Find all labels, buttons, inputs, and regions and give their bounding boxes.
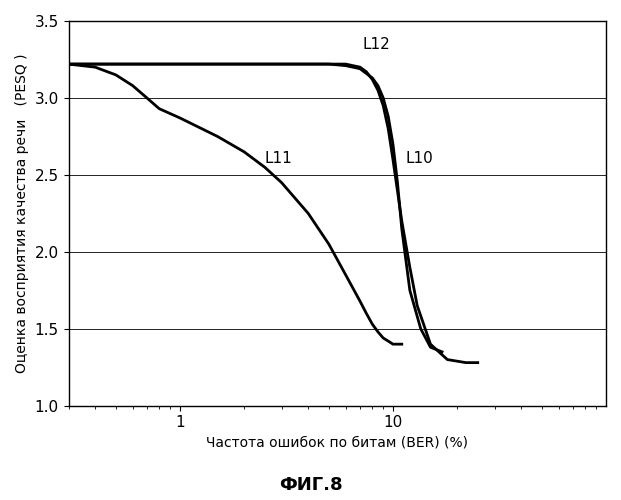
Text: L11: L11 — [265, 150, 292, 166]
Text: L12: L12 — [363, 36, 391, 52]
Text: L10: L10 — [406, 150, 433, 166]
X-axis label: Частота ошибок по битам (BER) (%): Частота ошибок по битам (BER) (%) — [206, 436, 468, 450]
Y-axis label: Оценка восприятия качества речи   (PESQ ): Оценка восприятия качества речи (PESQ ) — [15, 54, 29, 373]
Text: ФИГ.8: ФИГ.8 — [279, 476, 342, 494]
